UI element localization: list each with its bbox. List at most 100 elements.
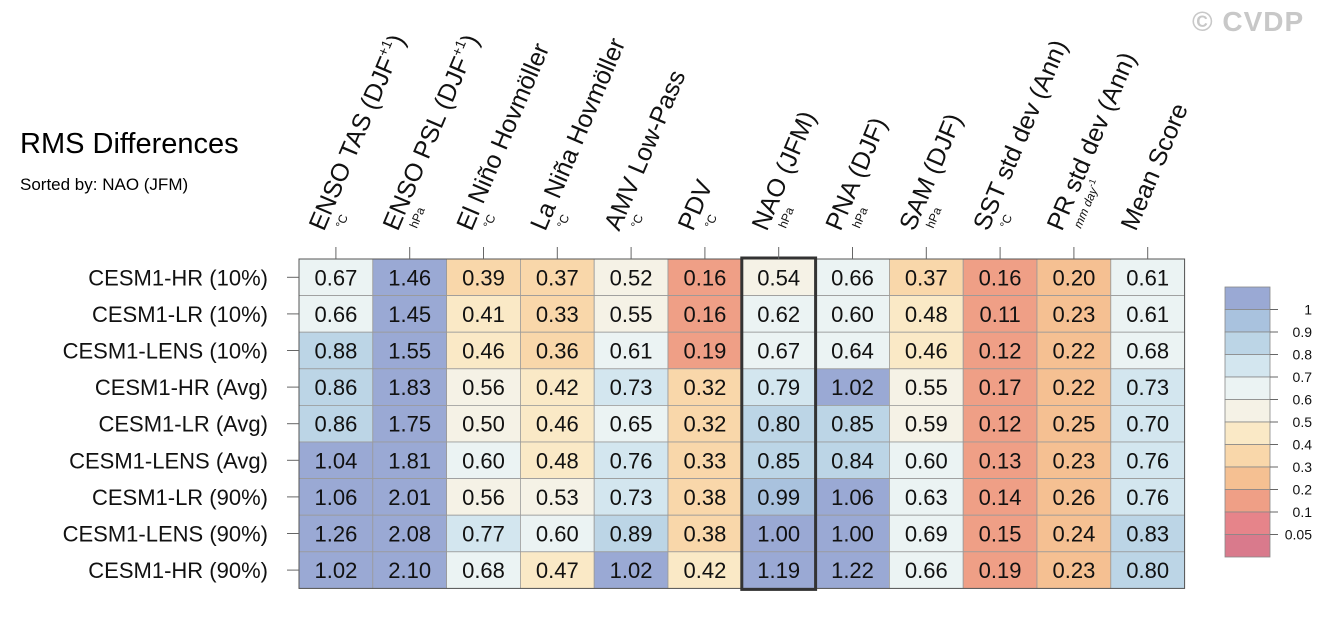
heatmap-cell: [667, 331, 743, 370]
heatmap-cell: [520, 478, 595, 516]
heatmap-cell: [1110, 258, 1186, 296]
heatmap-cell: [741, 295, 816, 333]
cell-value-label: 0.16: [979, 265, 1022, 290]
heatmap-cell: [1036, 295, 1112, 333]
colorbar-tick-label: 0.3: [1293, 459, 1313, 475]
heatmap-cell: [889, 331, 964, 370]
cell-value-label: 0.64: [831, 339, 874, 364]
heatmap-cell: [667, 404, 743, 443]
colorbar-tick-label: 0.9: [1293, 324, 1313, 340]
cell-value-label: 0.14: [979, 485, 1022, 510]
heatmap-cell: [1036, 404, 1112, 443]
cell-value-label: 0.32: [683, 412, 726, 437]
heatmap-cell: [372, 478, 447, 516]
colorbar-tick-label: 0.2: [1293, 482, 1313, 498]
heatmap-cell: [593, 295, 669, 333]
cell-value-label: 0.79: [757, 375, 800, 400]
row-label: CESM1-LR (90%): [92, 485, 268, 510]
cell-value-label: 0.84: [831, 448, 874, 473]
colorbar-tick-label: 0.7: [1293, 369, 1313, 385]
cell-value-label: 0.19: [683, 339, 726, 364]
row-label: CESM1-LENS (90%): [63, 522, 268, 547]
cell-value-label: 0.42: [683, 558, 726, 583]
cell-value-label: 0.23: [1052, 302, 1095, 327]
heatmap-cell: [667, 295, 743, 333]
heatmap-cell: [962, 441, 1038, 479]
column-unit-label: °C: [997, 212, 1015, 230]
cell-value-label: 1.19: [757, 558, 800, 583]
cell-value-label: 0.69: [905, 522, 948, 547]
cell-value-label: 0.86: [314, 412, 357, 437]
cell-value-label: 0.46: [462, 339, 505, 364]
cell-value-label: 0.42: [536, 375, 579, 400]
cell-value-label: 0.85: [831, 412, 874, 437]
heatmap-cell: [520, 331, 595, 370]
cell-value-label: 0.60: [462, 448, 505, 473]
cell-value-label: 0.76: [1126, 485, 1169, 510]
cell-value-label: 0.23: [1052, 448, 1095, 473]
colorbar-swatch: [1224, 309, 1271, 333]
cell-value-label: 1.55: [388, 339, 431, 364]
column-label: Mean Score: [1115, 99, 1193, 234]
heatmap-cell: [446, 331, 521, 370]
heatmap-cell: [298, 551, 374, 589]
colorbar-swatch: [1224, 466, 1271, 490]
heatmap-cell: [1110, 404, 1186, 443]
colorbar-tick-label: 0.5: [1293, 414, 1313, 430]
colorbar-swatch: [1224, 511, 1271, 535]
cell-value-label: 1.45: [388, 302, 431, 327]
cell-value-label: 0.73: [610, 375, 653, 400]
chart-title: RMS Differences: [20, 128, 239, 160]
cell-value-label: 0.56: [462, 485, 505, 510]
cell-value-label: 0.66: [314, 302, 357, 327]
heatmap-cell: [1110, 551, 1186, 589]
cell-value-label: 1.75: [388, 412, 431, 437]
heatmap-cell: [298, 295, 374, 333]
heatmap-cell: [962, 478, 1038, 516]
heatmap-cell: [593, 404, 669, 443]
cell-value-label: 0.76: [610, 448, 653, 473]
column-unit-label: °C: [628, 212, 646, 230]
cell-value-label: 1.22: [831, 558, 874, 583]
cell-value-label: 0.41: [462, 302, 505, 327]
cell-value-label: 0.61: [610, 339, 653, 364]
heatmap-cell: [593, 368, 669, 406]
heatmap-cell: [667, 514, 743, 553]
cell-value-label: 0.17: [979, 375, 1022, 400]
heatmap-cell: [741, 368, 816, 406]
cell-value-label: 0.37: [905, 265, 948, 290]
heatmap-cell: [962, 368, 1038, 406]
heatmap-cell: [520, 441, 595, 479]
heatmap-cell: [1036, 478, 1112, 516]
heatmap-cell: [889, 514, 964, 553]
colorbar-swatch: [1224, 444, 1271, 468]
cell-value-label: 0.56: [462, 375, 505, 400]
heatmap-cell: [1036, 258, 1112, 296]
cell-value-label: 0.55: [905, 375, 948, 400]
cell-value-label: 0.89: [610, 522, 653, 547]
heatmap-cell: [667, 441, 743, 479]
colorbar-swatch: [1224, 376, 1271, 400]
heatmap-cell: [298, 404, 374, 443]
cell-value-label: 0.12: [979, 412, 1022, 437]
cell-value-label: 0.23: [1052, 558, 1095, 583]
heatmap-cell: [815, 258, 890, 296]
cell-value-label: 0.20: [1052, 265, 1095, 290]
colorbar-swatch: [1224, 286, 1271, 310]
cell-value-label: 0.65: [610, 412, 653, 437]
heatmap-cell: [815, 441, 890, 479]
column-unit-label: °C: [702, 212, 720, 230]
cell-value-label: 0.99: [757, 485, 800, 510]
cell-value-label: 1.46: [388, 265, 431, 290]
cell-value-label: 0.46: [536, 412, 579, 437]
cell-value-label: 0.80: [1126, 558, 1169, 583]
colorbar-tick-label: 0.05: [1285, 527, 1312, 543]
cell-value-label: 0.16: [683, 265, 726, 290]
column-unit-label: °C: [554, 212, 572, 230]
cell-value-label: 0.15: [979, 522, 1022, 547]
cell-value-label: 0.88: [314, 339, 357, 364]
cell-value-label: 0.22: [1052, 339, 1095, 364]
heatmap-cell: [298, 331, 374, 370]
heatmap-cell: [298, 368, 374, 406]
